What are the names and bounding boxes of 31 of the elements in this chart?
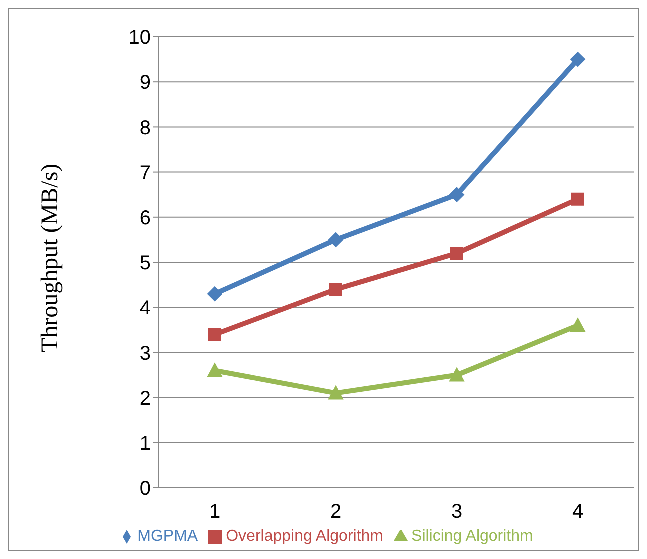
y-axis-title: Throughput (MB/s) bbox=[38, 164, 64, 352]
point bbox=[208, 328, 222, 342]
point bbox=[570, 318, 586, 332]
point bbox=[450, 187, 464, 202]
y-tick-label: 3 bbox=[140, 342, 151, 365]
x-tick-label: 2 bbox=[330, 501, 342, 524]
point bbox=[330, 283, 342, 296]
point bbox=[328, 386, 344, 400]
y-tick-label: 10 bbox=[128, 27, 151, 50]
x-tick-label: 3 bbox=[451, 501, 463, 524]
y-tick-label: 7 bbox=[140, 162, 151, 184]
y-tick-label: 2 bbox=[140, 388, 151, 410]
point bbox=[572, 192, 584, 206]
point bbox=[570, 52, 586, 68]
y-tick-label: 4 bbox=[140, 298, 151, 320]
point bbox=[208, 363, 222, 378]
y-tick-label: 1 bbox=[140, 433, 151, 455]
x-tick-label: 1 bbox=[209, 501, 221, 524]
point bbox=[328, 232, 344, 248]
y-tick-label: 0 bbox=[140, 478, 151, 500]
legend-label: Silicing Algorithm bbox=[412, 528, 534, 545]
legend-label: Overlapping Algorithm bbox=[226, 528, 384, 545]
legend-label: MGPMA bbox=[138, 528, 198, 545]
y-tick-label: 6 bbox=[140, 208, 151, 230]
point bbox=[208, 286, 222, 302]
point bbox=[450, 368, 464, 382]
x-tick-label: 4 bbox=[572, 501, 584, 524]
y-tick-label: 5 bbox=[140, 252, 151, 275]
point bbox=[450, 246, 464, 260]
y-tick-label: 8 bbox=[140, 117, 151, 140]
y-tick-label: 9 bbox=[140, 72, 151, 94]
